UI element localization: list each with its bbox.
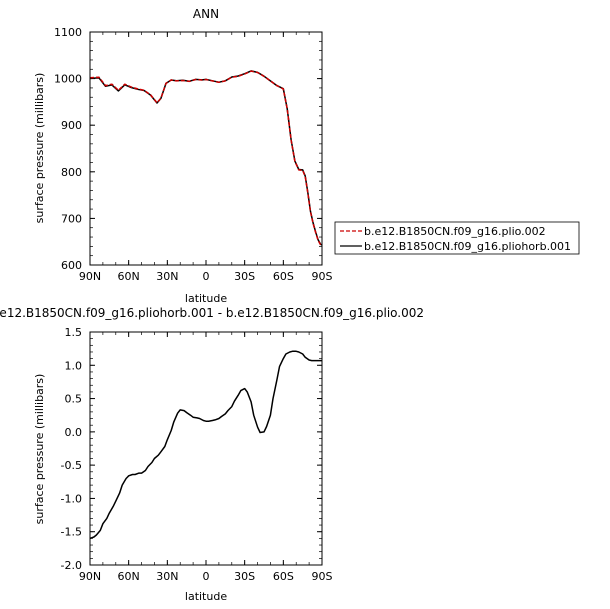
bottom-xtick-label: 60S (273, 570, 294, 583)
bottom-chart-lines (89, 350, 322, 540)
top-ytick-label: 700 (61, 212, 82, 225)
legend-label-pliohorb: b.e12.B1850CN.f09_g16.pliohorb.001 (364, 240, 571, 253)
bottom-ytick-label: -1.5 (61, 526, 82, 539)
bottom-xtick-label: 30N (156, 570, 178, 583)
top-xtick-label: 30S (234, 270, 255, 283)
bottom-chart-frame (89, 331, 323, 566)
bottom-xtick-label: 30S (234, 570, 255, 583)
top-xtick-label: 60N (118, 270, 140, 283)
top-chart-lines (89, 70, 323, 247)
bottom-xtick-label: 0 (203, 570, 210, 583)
bottom-chart-title: b.e12.B1850CN.f09_g16.pliohorb.001 - b.e… (0, 306, 424, 320)
top-chart-xlabel: latitude (185, 292, 227, 305)
bottom-chart-ticks: 90N 60N 30N 0 30S 60S 90S -2.0 -1.5 -1.0 -0.5 0.0 0.… (61, 326, 333, 583)
top-ytick-label: 1000 (54, 73, 82, 86)
bottom-ytick-label: -1.0 (61, 492, 82, 505)
top-xtick-label: 90N (79, 270, 101, 283)
bottom-chart-xlabel: latitude (185, 590, 227, 603)
bottom-series-line-0 (89, 350, 322, 540)
top-chart: ANN surface pressure (millibars) latitud… (33, 7, 333, 305)
top-ytick-label: 900 (61, 119, 82, 132)
legend: b.e12.B1850CN.f09_g16.plio.002 b.e12.B18… (334, 221, 580, 255)
top-xtick-label: 30N (156, 270, 178, 283)
legend-label-plio: b.e12.B1850CN.f09_g16.plio.002 (364, 225, 546, 238)
bottom-ytick-label: 0.0 (65, 426, 83, 439)
top-chart-ticks: 90N 60N 30N 0 30S 60S 90S 600 700 800 900 1000 1100 (54, 26, 333, 283)
top-ytick-label: 1100 (54, 26, 82, 39)
top-ytick-label: 600 (61, 259, 82, 272)
top-chart-frame (89, 31, 323, 266)
bottom-xtick-label: 60N (118, 570, 140, 583)
top-ytick-label: 800 (61, 166, 82, 179)
bottom-ytick-label: 1.0 (65, 359, 83, 372)
top-xtick-label: 0 (203, 270, 210, 283)
top-series-line-1 (89, 70, 323, 246)
top-series-line-0 (89, 70, 323, 247)
legend-box (334, 221, 580, 255)
bottom-ytick-label: 1.5 (65, 326, 83, 339)
top-xtick-label: 60S (273, 270, 294, 283)
bottom-chart: b.e12.B1850CN.f09_g16.pliohorb.001 - b.e… (0, 306, 424, 603)
bottom-xtick-label: 90S (312, 570, 333, 583)
bottom-ytick-label: -2.0 (61, 559, 82, 572)
top-xtick-label: 90S (312, 270, 333, 283)
top-chart-title: ANN (193, 7, 219, 21)
bottom-ytick-label: -0.5 (61, 459, 82, 472)
bottom-ytick-label: 0.5 (65, 393, 83, 406)
bottom-xtick-label: 90N (79, 570, 101, 583)
bottom-chart-ylabel: surface pressure (millibars) (33, 374, 46, 525)
top-chart-ylabel: surface pressure (millibars) (33, 73, 46, 224)
